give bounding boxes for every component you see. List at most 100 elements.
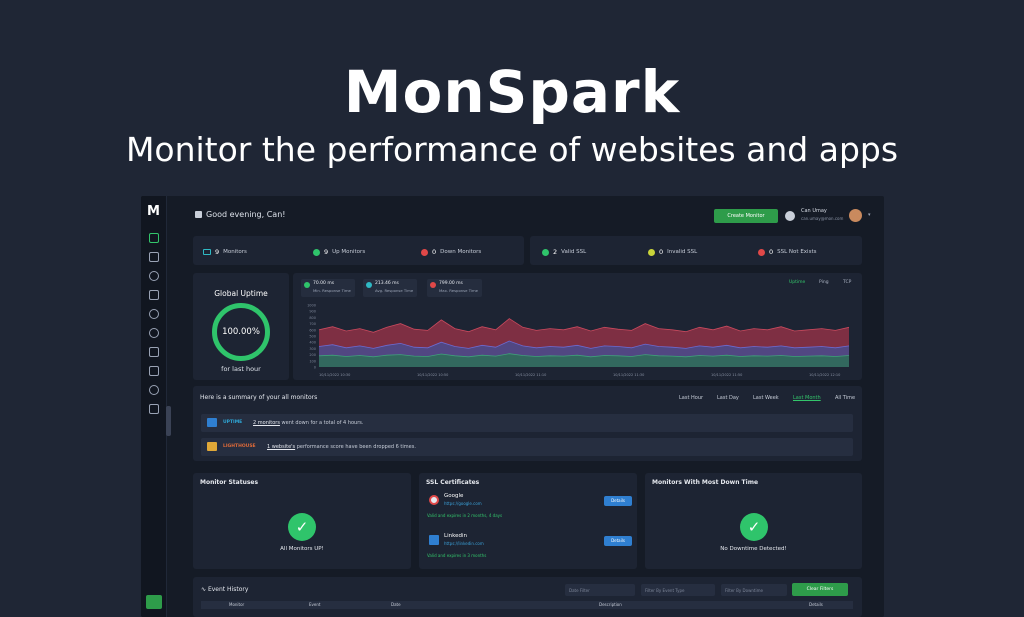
stat-invalid-ssl[interactable]: 0 Invalid SSL — [648, 248, 697, 256]
details-button[interactable]: Details — [604, 496, 632, 506]
column-event[interactable]: Event — [309, 602, 321, 607]
series-line-0 — [318, 318, 850, 333]
tab-last-month[interactable]: Last Month — [793, 395, 821, 401]
column-description[interactable]: Description — [599, 602, 622, 607]
details-button[interactable]: Details — [604, 536, 632, 546]
tab-last-day[interactable]: Last Day — [717, 395, 739, 401]
ssl-name: Linkedin — [444, 533, 467, 539]
y-tick-label: 300 — [309, 347, 316, 351]
create-monitor-button[interactable]: Create Monitor — [714, 209, 778, 223]
min-response-value: 70.00 ms — [313, 281, 335, 286]
tab-ping[interactable]: Ping — [819, 280, 829, 285]
column-details[interactable]: Details — [809, 602, 823, 607]
min-response-legend: 70.00 ms Min. Response Time — [301, 279, 355, 297]
wave-icon — [195, 211, 202, 218]
most-downtime-card: Monitors With Most Down Time ✓ No Downti… — [645, 473, 862, 569]
collapse-sidebar-button[interactable] — [146, 595, 162, 609]
tab-all-time[interactable]: All Time — [835, 395, 856, 401]
min-response-label: Min. Response Time — [313, 288, 351, 293]
downtime-filter[interactable]: Filter By Downtime — [721, 584, 787, 596]
uptime-icon — [207, 418, 217, 427]
stat-num: 0 — [432, 248, 437, 256]
tab-tcp[interactable]: TCP — [843, 280, 852, 285]
calendar-icon[interactable] — [149, 366, 159, 376]
ssl-certificates-card: SSL Certificates Google https://google.c… — [419, 473, 637, 569]
x-tick-label: 10/11/2022 11:30 — [613, 373, 644, 377]
greeting-text: Good evening, Can! — [206, 210, 286, 219]
stat-num: 2 — [553, 248, 558, 256]
uptime-footer: for last hour — [221, 365, 261, 373]
tab-uptime[interactable]: Uptime — [789, 280, 806, 285]
event-history-text: Event History — [207, 586, 249, 593]
date-filter-input[interactable]: Date Filter — [565, 584, 635, 596]
list-icon[interactable] — [149, 404, 159, 414]
monitor-statuses-card: Monitor Statuses ✓ All Monitors UP! — [193, 473, 411, 569]
signal-icon[interactable] — [149, 271, 159, 281]
monitors-link[interactable]: 2 monitors — [253, 420, 280, 426]
app-screenshot: M Good evening, Can! Create Monitor Can … — [141, 196, 884, 617]
summary-lighthouse-row: LIGHTHOUSE 1 website's performance score… — [201, 438, 853, 456]
series-area-2 — [319, 353, 849, 367]
series-line-1 — [318, 340, 850, 349]
ssl-certificates-title: SSL Certificates — [426, 479, 480, 486]
column-date[interactable]: Date — [391, 602, 401, 607]
monitor-stats-card: 9 Monitors 9 Up Monitors 0 Down Monitors — [193, 236, 524, 265]
row-type: UPTIME — [223, 420, 243, 425]
user-name: Can Umay — [801, 208, 827, 214]
ssl-stats-card: 2 Valid SSL 0 Invalid SSL 0 SSL Not Exists — [530, 236, 862, 265]
user-icon[interactable] — [149, 309, 159, 319]
monitor-icon[interactable] — [149, 252, 159, 262]
ssl-expires: Valid and expires in 2 months, 4 days — [427, 513, 503, 518]
ssl-url[interactable]: https://linkedin.com — [444, 541, 484, 546]
max-response-legend: 799.00 ms Max. Response Time — [427, 279, 482, 297]
tab-last-hour[interactable]: Last Hour — [679, 395, 704, 401]
series-line-2 — [318, 353, 850, 358]
ssl-url[interactable]: https://google.com — [444, 501, 482, 506]
global-uptime-card: Global Uptime 100.00% for last hour — [193, 273, 289, 380]
column-monitor[interactable]: Monitor — [229, 602, 245, 607]
stat-down-monitors[interactable]: 0 Down Monitors — [421, 248, 481, 256]
stat-num: 0 — [659, 248, 664, 256]
bell-icon[interactable] — [149, 385, 159, 395]
max-response-label: Max. Response Time — [439, 288, 478, 293]
stat-num: 9 — [215, 248, 220, 256]
summary-title: Here is a summary of your all monitors — [200, 394, 318, 401]
stat-label: Down Monitors — [440, 249, 482, 255]
stat-valid-ssl[interactable]: 2 Valid SSL — [542, 248, 586, 256]
pen-icon[interactable] — [149, 290, 159, 300]
response-chart: 0 100 200 300 400 500 600 700 800 900 1000 10/11/20… — [307, 304, 850, 377]
monitor-statuses-title: Monitor Statuses — [200, 479, 259, 486]
invalid-dot-icon — [648, 248, 655, 256]
language-flag-icon[interactable] — [785, 211, 795, 221]
max-response-value: 799.00 ms — [439, 281, 463, 286]
all-monitors-up-label: All Monitors UP! — [280, 546, 324, 552]
check-icon: ✓ — [740, 513, 768, 541]
hero-title: MonSpark — [343, 58, 681, 126]
card-icon[interactable] — [149, 347, 159, 357]
google-icon — [429, 495, 439, 505]
app-logo: M — [147, 204, 160, 219]
website-link[interactable]: 1 website's — [267, 444, 296, 450]
stat-label: Up Monitors — [332, 249, 366, 255]
avatar[interactable] — [849, 209, 862, 222]
clear-filters-button[interactable]: Clear Filters — [792, 583, 848, 596]
avg-response-label: Avg. Response Time — [375, 288, 414, 293]
y-tick-label: 900 — [309, 310, 316, 314]
dashboard-icon[interactable] — [149, 233, 159, 243]
stat-ssl-not-exists[interactable]: 0 SSL Not Exists — [758, 248, 816, 256]
row-text: 1 website's performance score have been … — [267, 444, 416, 450]
tab-last-week[interactable]: Last Week — [753, 395, 779, 401]
stat-monitors[interactable]: 9 Monitors — [203, 248, 247, 256]
chevron-down-icon[interactable]: ▾ — [868, 212, 871, 218]
event-table-header: Monitor Event Date Description Details — [201, 601, 853, 609]
y-tick-label: 100 — [309, 359, 316, 363]
stat-label: Valid SSL — [561, 249, 587, 255]
x-tick-label: 10/11/2022 10:30 — [319, 373, 350, 377]
stat-up-monitors[interactable]: 9 Up Monitors — [313, 248, 365, 256]
globe-icon[interactable] — [149, 328, 159, 338]
green-dot-icon — [304, 282, 310, 288]
stat-label: Invalid SSL — [667, 249, 698, 255]
uptime-value: 100.00% — [222, 327, 260, 337]
scrollbar[interactable] — [166, 406, 171, 436]
event-type-filter[interactable]: Filter By Event Type — [641, 584, 715, 596]
